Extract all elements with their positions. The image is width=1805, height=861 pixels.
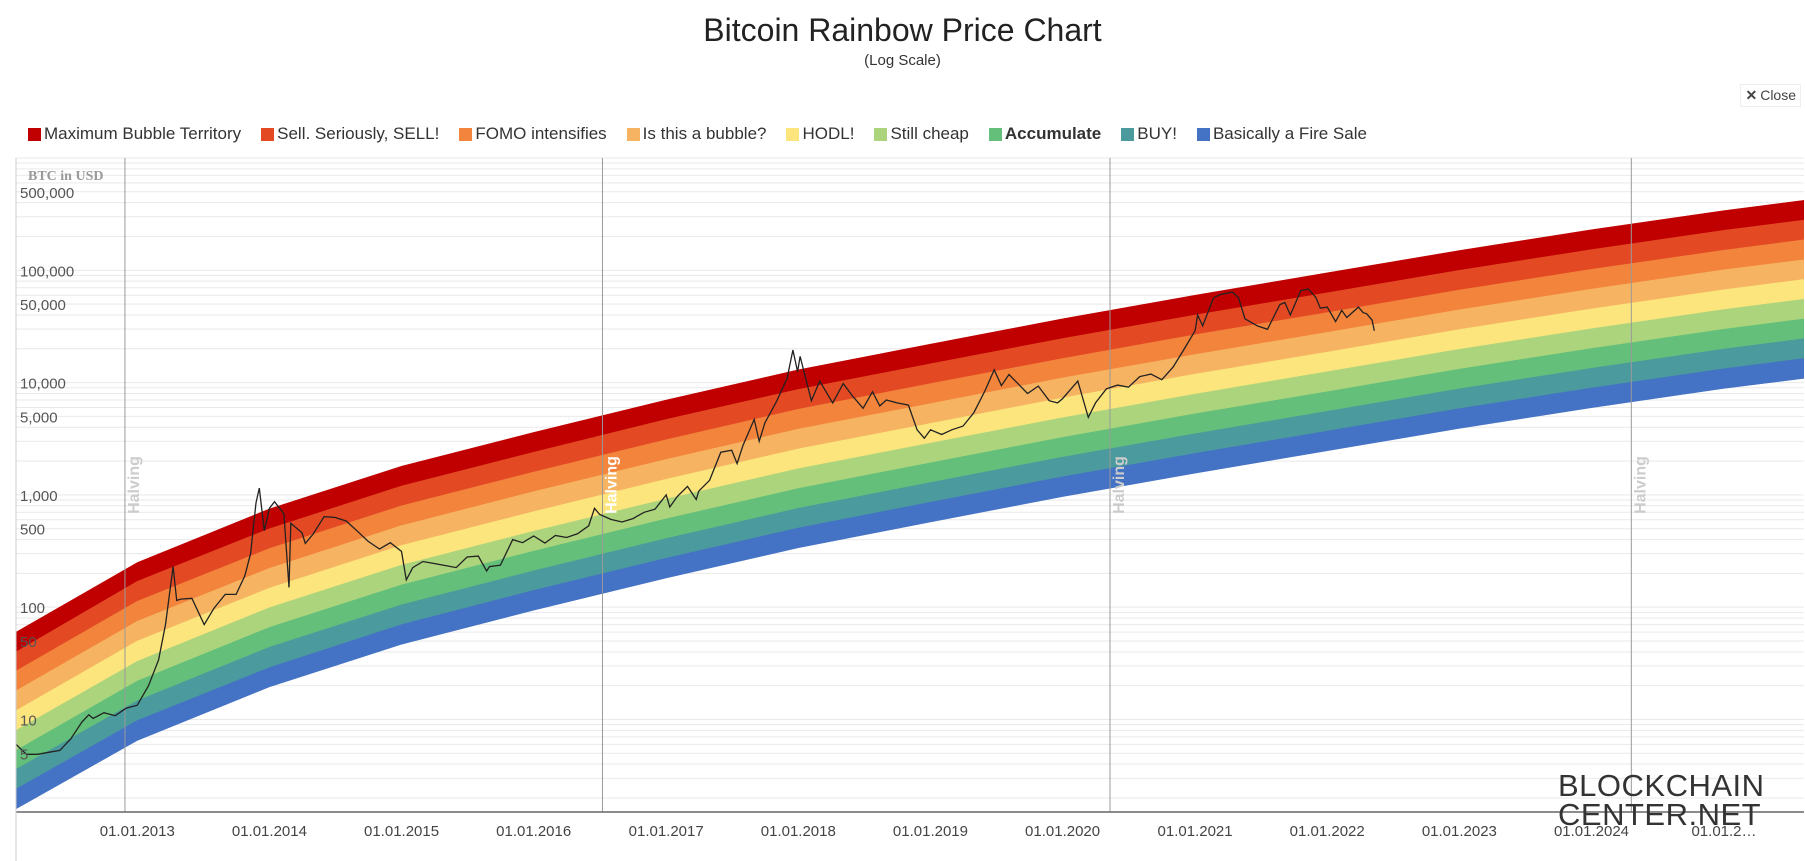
x-tick-label: 01.01.2021 xyxy=(1158,823,1233,840)
legend-label: Basically a Fire Sale xyxy=(1212,124,1367,143)
price-line xyxy=(16,288,1375,755)
y-tick-label: 10 xyxy=(20,712,37,729)
halving-label: Halving xyxy=(1111,456,1128,514)
y-tick-label: 500 xyxy=(20,522,45,539)
y-tick-label: 1,000 xyxy=(20,488,58,505)
legend-swatch xyxy=(874,127,888,141)
legend-label: Sell. Seriously, SELL! xyxy=(277,124,440,143)
x-tick-label: 01.01.2023 xyxy=(1422,823,1497,840)
y-axis-title: BTC in USD xyxy=(28,169,103,184)
x-tick-label: 01.01.2013 xyxy=(100,823,175,840)
logo-line1: BLOCKCHAIN xyxy=(1558,768,1765,803)
halving-label: Halving xyxy=(603,456,620,514)
close-button[interactable]: ✕ Close xyxy=(1740,84,1801,107)
legend-item[interactable]: FOMO intensifies xyxy=(459,124,607,144)
legend-item[interactable]: Is this a bubble? xyxy=(626,124,767,144)
legend-swatch xyxy=(988,127,1002,141)
x-tick-label: 01.01.2022 xyxy=(1290,823,1365,840)
x-tick-label: 01.01.2020 xyxy=(1025,823,1100,840)
legend-label: FOMO intensifies xyxy=(475,124,607,143)
y-tick-label: 100,000 xyxy=(20,263,74,280)
chart-subtitle: (Log Scale) xyxy=(864,52,941,69)
legend-swatch xyxy=(28,127,41,141)
x-tick-label: 01.01.2024 xyxy=(1554,823,1629,840)
logo-line2: CENTER.NET xyxy=(1558,797,1761,832)
chart-title: Bitcoin Rainbow Price Chart xyxy=(703,12,1102,48)
y-tick-label: 10,000 xyxy=(20,376,66,393)
legend-label: Accumulate xyxy=(1004,124,1102,143)
legend-label: HODL! xyxy=(802,124,855,143)
legend-swatch xyxy=(1196,127,1210,141)
y-tick-label: 100 xyxy=(20,600,45,617)
legend-swatch xyxy=(626,127,640,141)
legend-item[interactable]: Accumulate xyxy=(988,124,1102,144)
legend-label: Maximum Bubble Territory xyxy=(44,124,242,143)
chart-legend: Maximum Bubble Territory Sell. Seriously,… xyxy=(28,124,1387,144)
x-tick-label: 01.01.2015 xyxy=(364,823,439,840)
legend-item[interactable]: Basically a Fire Sale xyxy=(1196,124,1367,144)
y-tick-label: 50,000 xyxy=(20,297,66,314)
y-tick-label: 500,000 xyxy=(20,185,74,202)
band-9 xyxy=(16,358,1804,810)
y-tick-label: 50 xyxy=(20,634,37,651)
legend-label: Still cheap xyxy=(890,124,969,143)
halving-label: Halving xyxy=(1632,456,1649,514)
x-tick-label: 01.01.2014 xyxy=(232,823,307,840)
legend-swatch xyxy=(261,127,275,141)
x-tick-label: 01.01.2016 xyxy=(496,823,571,840)
rainbow-bands xyxy=(16,200,1804,810)
legend-label: Is this a bubble? xyxy=(642,124,767,143)
legend-swatch xyxy=(1121,127,1135,141)
close-icon: ✕ xyxy=(1745,87,1758,103)
y-tick-label: 5 xyxy=(20,746,28,763)
x-tick-label: 01.01.2019 xyxy=(893,823,968,840)
legend-item[interactable]: BUY! xyxy=(1121,124,1177,144)
legend-label: BUY! xyxy=(1137,124,1177,143)
legend-item[interactable]: Maximum Bubble Territory xyxy=(28,124,241,144)
legend-item[interactable]: Sell. Seriously, SELL! xyxy=(261,124,439,144)
legend-swatch xyxy=(459,127,473,141)
legend-item[interactable]: HODL! xyxy=(786,124,854,144)
y-tick-label: 5,000 xyxy=(20,409,58,426)
close-label: Close xyxy=(1760,87,1796,103)
x-tick-label: 01.01.2017 xyxy=(629,823,704,840)
legend-swatch xyxy=(786,127,800,141)
legend-item[interactable]: Still cheap xyxy=(874,124,969,144)
halving-label: Halving xyxy=(126,456,143,514)
x-tick-label: 01.01.2… xyxy=(1691,823,1756,840)
x-tick-label: 01.01.2018 xyxy=(761,823,836,840)
